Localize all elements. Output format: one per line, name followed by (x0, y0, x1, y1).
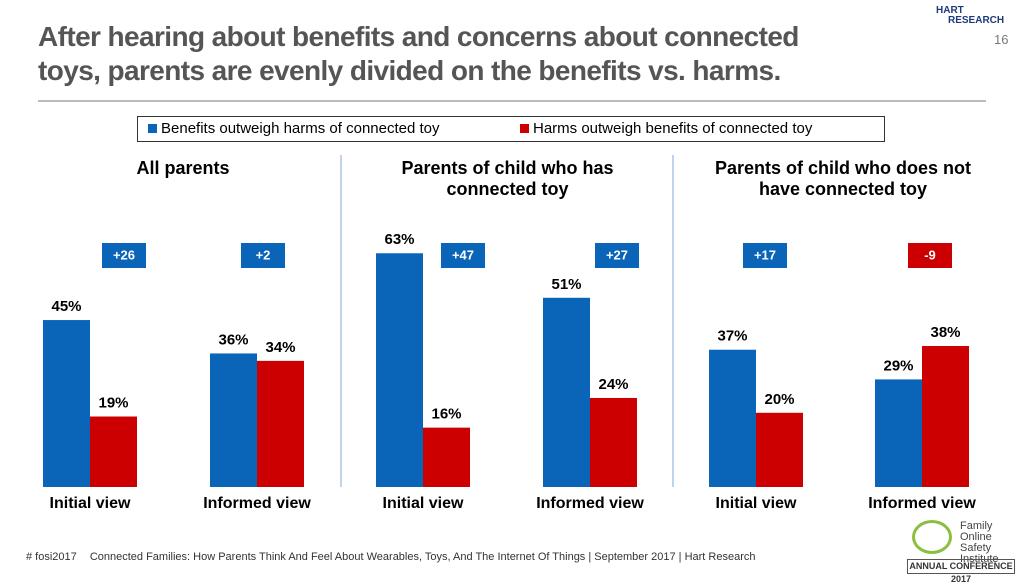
value-label: 24% (598, 376, 628, 393)
title-rule (38, 100, 986, 102)
value-label: 38% (930, 324, 960, 341)
net-box (241, 243, 285, 268)
logo-icon (912, 520, 952, 554)
value-label: 45% (51, 298, 81, 315)
footer: # fosi2017 Connected Families: How Paren… (26, 551, 756, 563)
title: After hearing about benefits and concern… (38, 20, 799, 88)
net-box (102, 243, 146, 268)
x-tick-label: Initial view (50, 495, 131, 512)
legend-swatch (520, 124, 529, 133)
bar (590, 397, 637, 487)
panel-title: All parents (136, 158, 230, 178)
logo-text: RESEARCH (948, 15, 1005, 26)
bar (875, 379, 922, 487)
net-label: -9 (924, 247, 936, 262)
x-tick-label: Informed view (536, 495, 644, 512)
title-line: toys, parents are evenly divided on the … (38, 55, 781, 86)
bar (257, 360, 304, 487)
bar (210, 353, 257, 487)
legend-label: Harms outweigh benefits of connected toy (533, 120, 813, 137)
logo-top: HART RESEARCH (936, 6, 1004, 26)
value-label: 20% (764, 391, 794, 408)
net-box (441, 243, 485, 268)
net-label: +47 (452, 247, 474, 262)
logo-text: Online Safety (960, 531, 992, 554)
value-label: 29% (883, 357, 913, 374)
bar (922, 346, 969, 487)
bar (543, 297, 590, 487)
footer-source: Connected Families: How Parents Think An… (89, 551, 756, 563)
bar (43, 320, 90, 487)
value-label: 51% (551, 276, 581, 293)
panel-title: Parents of child who has connected toy (401, 158, 614, 199)
net-label: +27 (606, 247, 628, 262)
page-number: 16 (994, 32, 1009, 47)
net-box (908, 243, 952, 268)
logo-text: Family (960, 520, 993, 532)
value-label: 36% (218, 331, 248, 348)
conference-badge: ANNUAL CONFERENCE 2017 (907, 559, 1015, 584)
x-tick-label: Informed view (203, 495, 311, 512)
bar (423, 427, 470, 487)
value-label: 16% (431, 406, 461, 423)
x-tick-label: Initial view (383, 495, 464, 512)
bar (376, 253, 423, 487)
value-label: 63% (384, 231, 414, 248)
value-label: 19% (98, 394, 128, 411)
bar (709, 349, 756, 487)
net-label: +2 (256, 247, 271, 262)
footer-tag: # fosi2017 (26, 551, 77, 563)
net-label: +17 (754, 247, 776, 262)
net-box (743, 243, 787, 268)
net-label: +26 (113, 247, 135, 262)
panel-title: Parents of child who does not have conne… (714, 158, 972, 199)
legend-swatch (148, 124, 157, 133)
value-label: 34% (265, 339, 295, 356)
x-tick-label: Informed view (868, 495, 976, 512)
bar (90, 416, 137, 487)
net-box (595, 243, 639, 268)
logo-text: HART (936, 5, 964, 16)
legend-label: Benefits outweigh harms of connected toy (161, 120, 440, 137)
x-tick-label: Initial view (716, 495, 797, 512)
title-line: After hearing about benefits and concern… (38, 21, 799, 52)
bar (756, 412, 803, 487)
legend (137, 116, 885, 142)
value-label: 37% (717, 328, 747, 345)
